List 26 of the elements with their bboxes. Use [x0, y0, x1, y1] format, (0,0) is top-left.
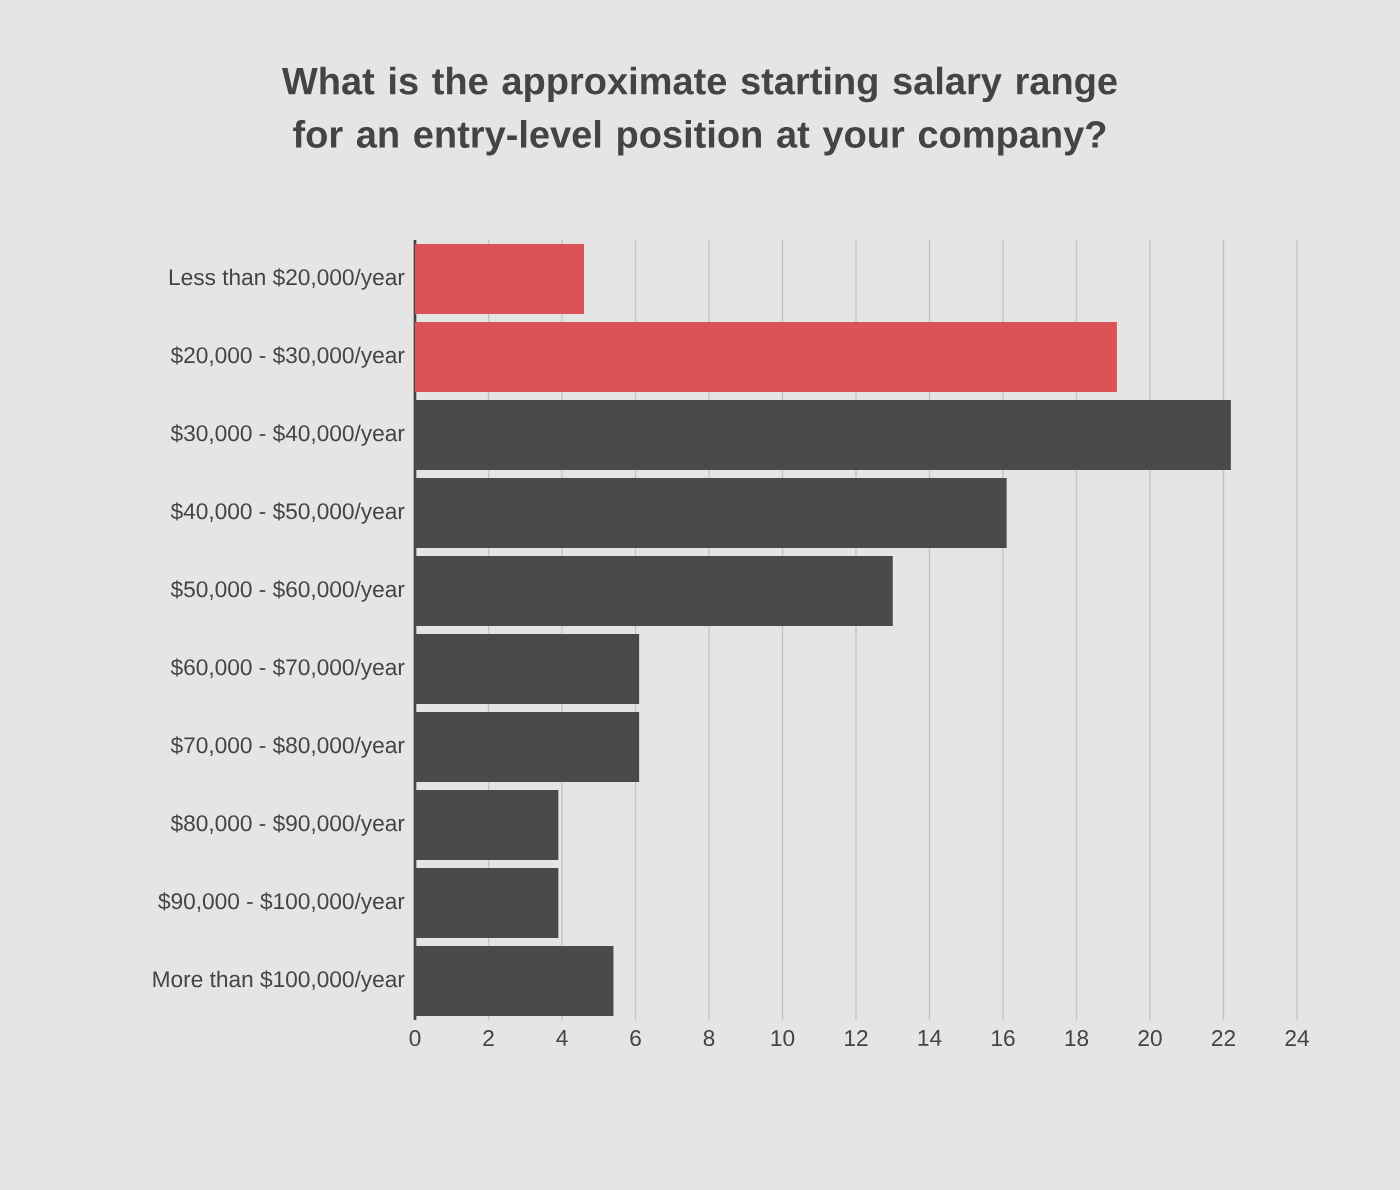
y-tick-label: $70,000 - $80,000/year — [170, 736, 405, 758]
x-tick-label: 8 — [703, 1030, 715, 1047]
y-tick-label: $50,000 - $60,000/year — [170, 580, 405, 602]
x-tick-label: 16 — [992, 1030, 1015, 1047]
x-tick-label: 20 — [1138, 1030, 1162, 1047]
y-tick-label: Less than $20,000/year — [169, 268, 405, 290]
y-tick-label: $40,000 - $50,000/year — [170, 502, 405, 524]
y-tick-label: $20,000 - $30,000/year — [170, 346, 405, 368]
x-tick-label: 0 — [409, 1030, 421, 1047]
x-tick-label: 6 — [630, 1030, 641, 1047]
bar — [415, 243, 585, 315]
y-tick-label: More than $100,000/year — [153, 970, 405, 992]
x-tick-label: 18 — [1065, 1030, 1089, 1047]
chart-title: What is the approximate starting salary range for an entry-level position at your company? — [281, 66, 1117, 156]
x-tick-label: 14 — [918, 1030, 942, 1046]
x-tick-label: 2 — [483, 1030, 494, 1046]
bar — [415, 321, 1117, 393]
x-tick-label: 10 — [771, 1030, 795, 1047]
y-tick-label: $90,000 - $100,000/year — [158, 892, 405, 914]
y-tick-label: $60,000 - $70,000/year — [170, 658, 405, 680]
x-tick-label: 4 — [556, 1030, 568, 1046]
x-tick-label: 24 — [1285, 1030, 1309, 1046]
x-tick-label: 22 — [1212, 1030, 1235, 1046]
y-tick-label: $30,000 - $40,000/year — [170, 424, 405, 446]
x-tick-label: 12 — [845, 1030, 868, 1046]
y-tick-label: $80,000 - $90,000/year — [170, 814, 405, 836]
